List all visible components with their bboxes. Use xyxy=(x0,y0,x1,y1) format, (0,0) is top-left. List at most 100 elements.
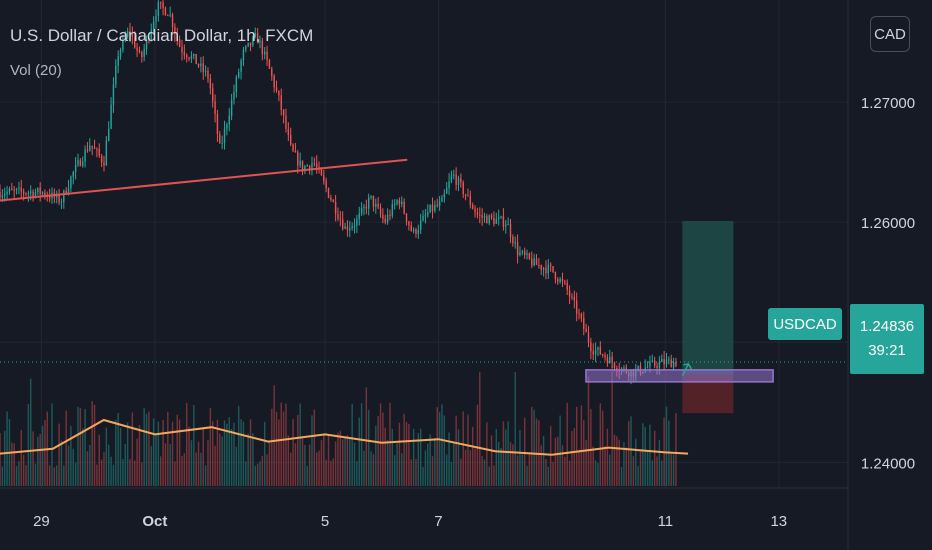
time-axis[interactable]: 29 Oct 5 7 11 13 xyxy=(33,513,787,530)
volume-bar xyxy=(148,411,150,486)
candle-body xyxy=(571,296,573,298)
volume-bar xyxy=(115,419,117,486)
volume-bar xyxy=(240,419,242,486)
volume-bar xyxy=(360,403,363,486)
volume-bar xyxy=(642,423,644,486)
volume-bar xyxy=(63,465,65,486)
candle-body xyxy=(285,115,287,129)
volume-bar xyxy=(623,442,625,486)
candle-body xyxy=(604,355,606,358)
candle-body xyxy=(460,178,462,183)
candle-body xyxy=(568,290,571,297)
volume-bar xyxy=(575,406,578,486)
volume-bar xyxy=(228,417,230,486)
volume-bar xyxy=(547,466,550,486)
take-profit-zone xyxy=(682,220,734,375)
volume-bar xyxy=(268,442,271,486)
candle-body xyxy=(469,195,472,205)
volume-bar xyxy=(471,426,474,486)
volume-bar xyxy=(514,371,516,486)
volume-bar xyxy=(564,456,566,486)
volume-bar xyxy=(561,445,564,486)
support-zone xyxy=(585,369,774,383)
candle-body xyxy=(564,281,566,283)
candle-body xyxy=(84,149,86,162)
candle-body xyxy=(609,356,611,364)
volume-bar xyxy=(592,446,594,486)
candle-body xyxy=(58,193,60,203)
volume-bar xyxy=(613,434,616,486)
candle-body xyxy=(162,2,164,8)
volume-bar xyxy=(457,429,460,486)
candle-body xyxy=(174,27,176,34)
volume-bar xyxy=(358,417,360,486)
volume-bar xyxy=(105,427,108,486)
candle-body xyxy=(176,33,178,39)
volume-bar xyxy=(323,434,325,486)
volume-bar xyxy=(77,406,79,486)
candle-body xyxy=(242,49,245,61)
volume-bar xyxy=(500,448,502,486)
candle-body xyxy=(74,164,77,172)
candle-body xyxy=(143,48,145,58)
candle-body xyxy=(481,215,483,218)
volume-bar xyxy=(625,447,628,486)
volume-bar xyxy=(315,452,318,486)
candle-body xyxy=(280,95,282,110)
candle-body xyxy=(656,365,658,368)
candle-body xyxy=(119,49,122,57)
candle-body xyxy=(523,251,526,255)
volume-bar xyxy=(523,417,526,486)
volume-bar xyxy=(82,428,84,486)
candle-body xyxy=(308,165,311,170)
volume-bar xyxy=(306,465,308,486)
volume-bar xyxy=(604,446,606,486)
volume-bar xyxy=(193,404,195,486)
candle-body xyxy=(289,134,292,145)
candle-body xyxy=(228,115,230,125)
volume-bar xyxy=(294,443,297,486)
volume-bar xyxy=(48,465,51,486)
candle-body xyxy=(339,218,342,220)
candle-body xyxy=(384,218,386,223)
candle-body xyxy=(230,99,233,116)
candle-body xyxy=(6,191,8,194)
volume-bar xyxy=(493,465,495,486)
candle-body xyxy=(672,361,675,368)
volume-bar xyxy=(214,445,216,486)
volume-bar xyxy=(341,439,344,486)
candle-body xyxy=(483,216,486,218)
candle-body xyxy=(8,188,11,192)
candle-body xyxy=(320,168,323,176)
volume-bar xyxy=(583,420,585,486)
volume-bar xyxy=(403,413,405,486)
price-tick-label: 1.24000 xyxy=(861,455,915,472)
volume-bar xyxy=(30,378,32,486)
candle-body xyxy=(311,163,313,170)
candle-body xyxy=(479,214,481,216)
volume-indicator-label[interactable]: Vol (20) xyxy=(10,62,62,79)
candle-body xyxy=(223,128,226,144)
volume-bar xyxy=(398,422,401,486)
currency-button[interactable]: CAD xyxy=(870,16,910,52)
volume-bar xyxy=(252,433,254,486)
candle-body xyxy=(323,175,325,182)
candle-body xyxy=(301,160,304,172)
volume-bar xyxy=(611,364,613,486)
volume-bar xyxy=(568,460,571,486)
volume-bar xyxy=(263,421,266,486)
volume-bar xyxy=(223,420,226,486)
volume-bar xyxy=(235,446,238,486)
volume-bar xyxy=(79,408,82,486)
volume-bar xyxy=(502,421,505,486)
volume-bar xyxy=(542,435,545,486)
candle-body xyxy=(202,63,204,72)
volume-bar xyxy=(675,413,677,486)
candle-body xyxy=(408,221,410,226)
volume-bar xyxy=(656,456,658,486)
volume-bar xyxy=(216,419,219,486)
candle-body xyxy=(344,226,346,229)
volume-bar xyxy=(495,429,498,486)
volume-bar xyxy=(665,406,668,486)
